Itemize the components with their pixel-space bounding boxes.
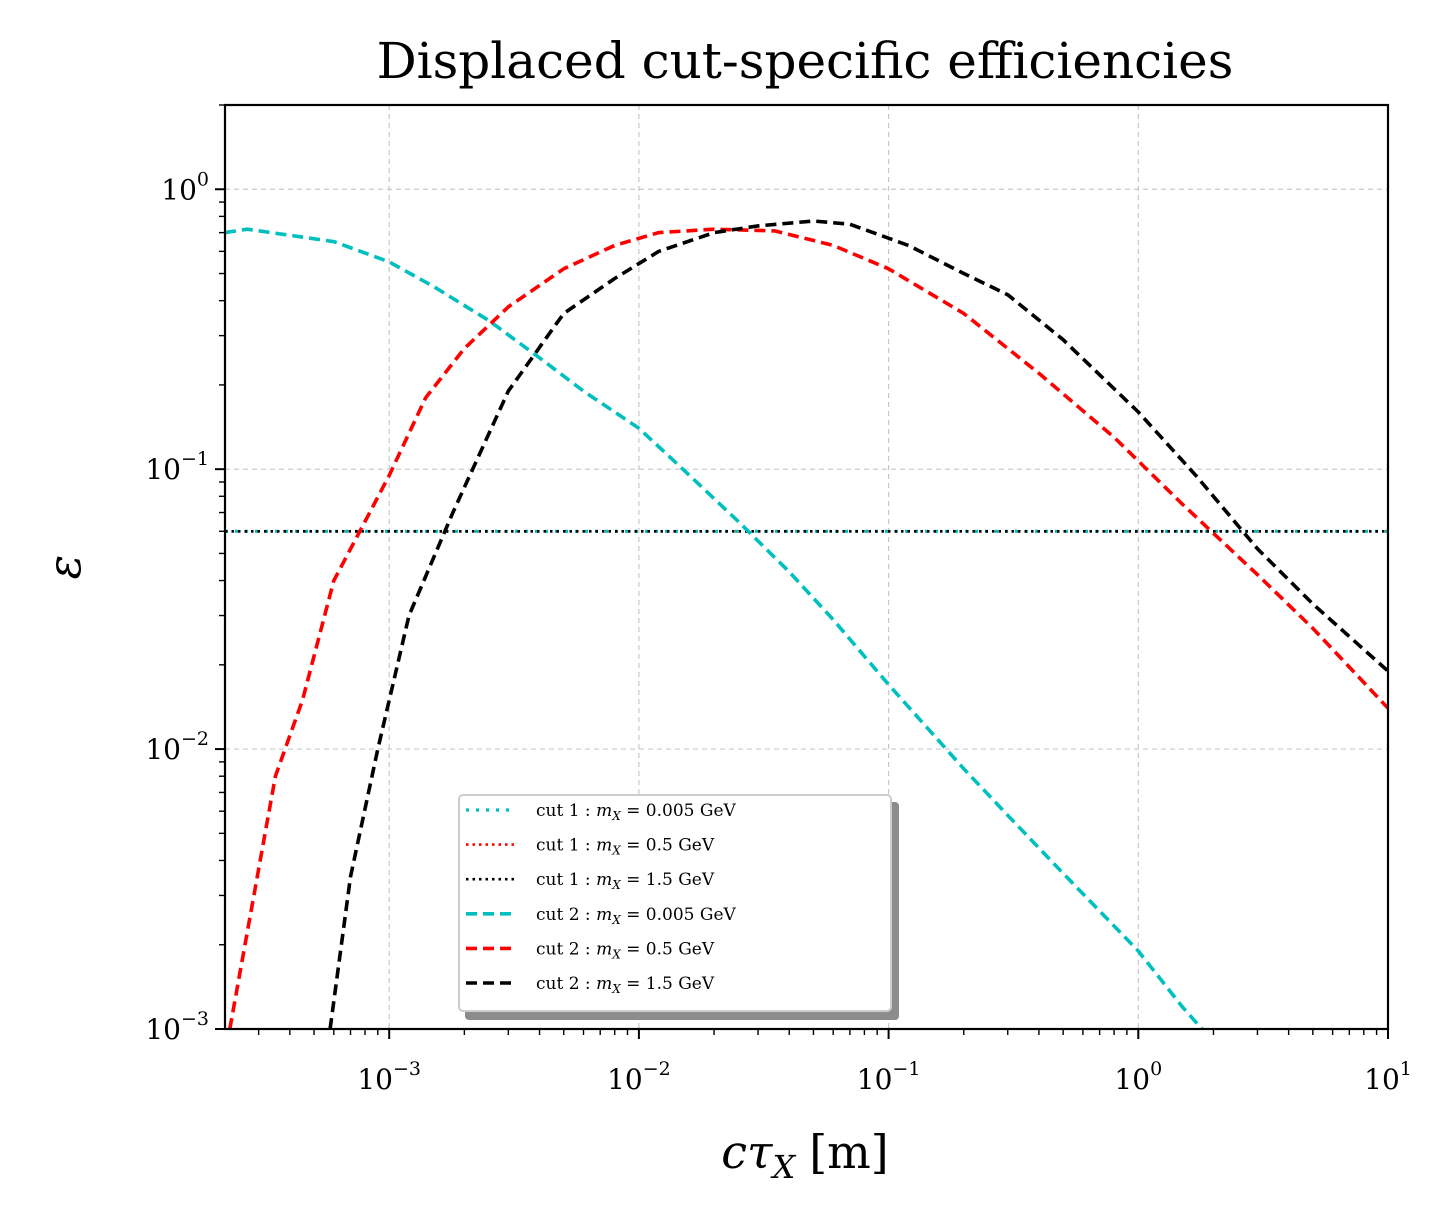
legend-label: cut 1 : mX = 1.5 GeV: [536, 870, 715, 892]
legend-label-prefix: cut 1 :: [536, 870, 596, 890]
x-tick-label-base: 10: [357, 1063, 393, 1096]
legend-label-var: m: [596, 870, 612, 890]
legend-label-suffix: = 0.5 GeV: [621, 836, 715, 856]
legend-label: cut 2 : mX = 1.5 GeV: [536, 974, 715, 996]
legend-label-var: m: [596, 939, 612, 959]
y-tick-label-exp: −1: [181, 448, 209, 470]
y-tick-label: 10−3: [145, 1008, 209, 1046]
y-axis-label: ε: [37, 555, 91, 580]
legend-label-sub: X: [611, 913, 621, 927]
legend-label-sub: X: [611, 844, 621, 858]
legend-label-suffix: = 1.5 GeV: [621, 974, 715, 994]
x-tick-label-exp: 0: [1150, 1058, 1162, 1080]
legend-label-var: m: [596, 801, 612, 821]
x-axis-label-sub: X: [769, 1148, 796, 1186]
legend-label-var: m: [596, 836, 612, 856]
legend-label-prefix: cut 2 :: [536, 939, 596, 959]
x-tick-label: 10−3: [357, 1058, 421, 1096]
legend-label-var: m: [596, 974, 612, 994]
x-tick-label-exp: −3: [393, 1058, 421, 1080]
legend-label: cut 2 : mX = 0.5 GeV: [536, 939, 715, 961]
y-tick-label-base: 10: [145, 733, 181, 766]
x-tick-label-exp: 1: [1400, 1058, 1412, 1080]
legend-label-suffix: = 0.5 GeV: [621, 939, 715, 959]
legend-label: cut 1 : mX = 0.5 GeV: [536, 836, 715, 858]
x-axis-label: cτX [m]: [721, 1125, 889, 1186]
x-axis-label-main: cτ: [721, 1125, 774, 1179]
x-tick-label: 100: [1114, 1058, 1162, 1096]
x-tick-label-exp: −1: [892, 1058, 920, 1080]
legend-entry-3: cut 1 : mX = 1.5 GeV: [466, 870, 715, 892]
legend-label-prefix: cut 2 :: [536, 974, 596, 994]
x-axis-label-unit: [m]: [809, 1125, 889, 1179]
legend-entry-2: cut 1 : mX = 0.5 GeV: [466, 836, 715, 858]
x-tick-label: 10−2: [607, 1058, 671, 1096]
major-tick-layer: [215, 188, 1389, 1039]
x-tick-label-base: 10: [857, 1063, 893, 1096]
x-tick-label: 10−1: [857, 1058, 921, 1096]
legend-label-sub: X: [611, 947, 621, 961]
legend-entry-6: cut 2 : mX = 1.5 GeV: [466, 974, 715, 996]
y-tick-label-base: 10: [161, 173, 197, 206]
legend-label: cut 2 : mX = 0.005 GeV: [536, 905, 736, 927]
x-tick-label-base: 10: [1114, 1063, 1150, 1096]
legend-label-prefix: cut 1 :: [536, 836, 596, 856]
x-tick-label: 101: [1364, 1058, 1412, 1096]
legend-label-var: m: [596, 905, 612, 925]
legend-label-prefix: cut 1 :: [536, 801, 596, 821]
legend-label-suffix: = 0.005 GeV: [621, 801, 737, 821]
legend-label-sub: X: [611, 878, 621, 892]
chart-title: Displaced cut-specific efficiencies: [377, 32, 1234, 90]
x-tick-labels: 10−3 10−2 10−1 100 101: [357, 1058, 1411, 1096]
legend-label: cut 1 : mX = 0.005 GeV: [536, 801, 736, 823]
legend-label-suffix: = 1.5 GeV: [621, 870, 715, 890]
legend-box: [458, 794, 892, 1012]
y-tick-label: 10−1: [145, 448, 209, 486]
legend-entry-5: cut 2 : mX = 0.5 GeV: [466, 939, 715, 961]
y-tick-label-exp: −3: [181, 1008, 209, 1030]
legend-entry-1: cut 1 : mX = 0.005 GeV: [466, 801, 736, 823]
series-line-4: [225, 227, 1204, 1029]
x-tick-label-base: 10: [1364, 1063, 1400, 1096]
y-tick-label: 100: [161, 168, 209, 206]
legend-label-prefix: cut 2 :: [536, 905, 596, 925]
x-tick-label-exp: −2: [643, 1058, 671, 1080]
legend-label-sub: X: [611, 982, 621, 996]
y-tick-label-exp: −2: [181, 728, 209, 750]
series-layer: [225, 219, 1388, 1029]
series-line-6: [328, 219, 1388, 1029]
legend-label-suffix: = 0.005 GeV: [621, 905, 737, 925]
y-tick-label-base: 10: [145, 1013, 181, 1046]
x-tick-label-base: 10: [607, 1063, 643, 1096]
y-tick-label-base: 10: [145, 453, 181, 486]
plot-frame: [223, 103, 1390, 1031]
y-tick-label: 10−2: [145, 728, 209, 766]
series-line-5: [228, 227, 1388, 1029]
legend-label-sub: X: [611, 809, 621, 823]
y-tick-label-exp: 0: [197, 168, 209, 190]
legend-entry-4: cut 2 : mX = 0.005 GeV: [466, 905, 736, 927]
